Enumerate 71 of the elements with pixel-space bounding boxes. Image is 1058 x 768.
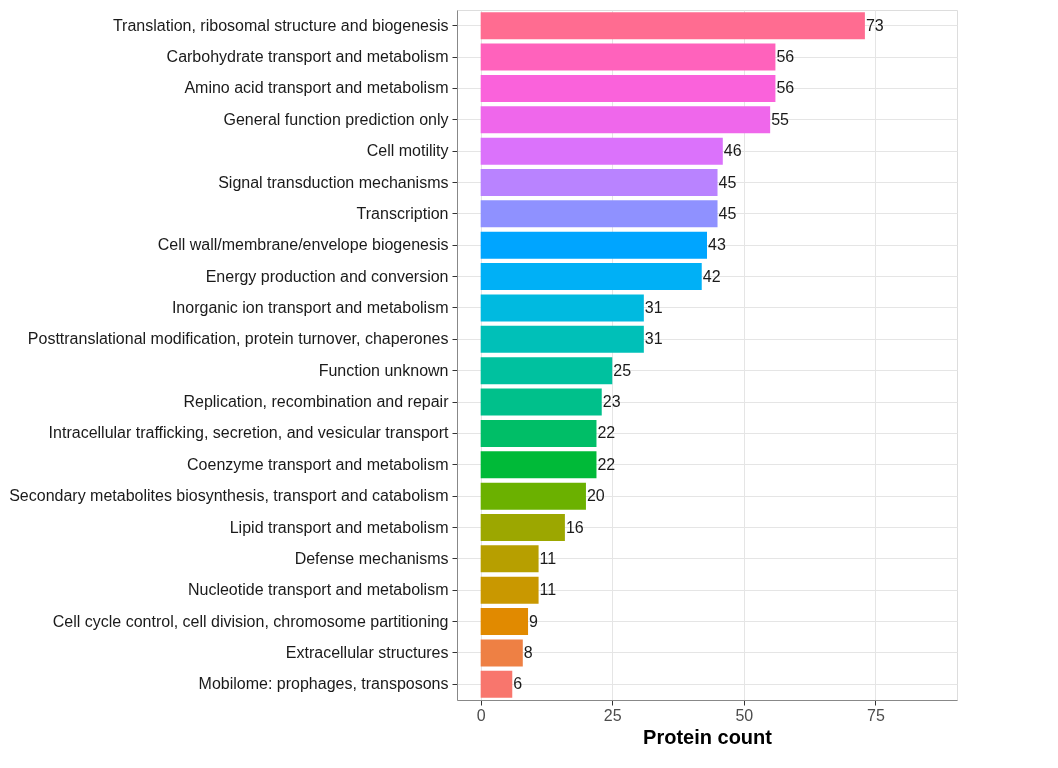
- data-label: 56: [776, 79, 795, 97]
- bar: [480, 482, 586, 510]
- x-tick-label: 75: [867, 706, 885, 724]
- y-tick-label: Defense mechanisms: [294, 549, 449, 567]
- data-label: 31: [644, 330, 663, 348]
- x-tick-label: 0: [476, 706, 486, 724]
- bar: [480, 325, 644, 353]
- bar: [480, 74, 776, 102]
- data-label: 22: [597, 424, 616, 442]
- y-tick-label: Replication, recombination and repair: [183, 393, 450, 411]
- bar: [480, 137, 723, 165]
- data-label: 11: [539, 581, 557, 599]
- data-label: 43: [708, 236, 726, 254]
- data-label: 46: [723, 142, 742, 160]
- data-label: 23: [602, 393, 621, 411]
- data-label: 20: [586, 487, 605, 505]
- data-label: 45: [718, 204, 737, 222]
- bar: [480, 388, 602, 416]
- bar: [480, 639, 523, 667]
- bar: [480, 670, 513, 698]
- y-tick-label: Cell motility: [366, 142, 449, 160]
- data-label: 22: [597, 455, 616, 473]
- y-tick-label: Energy production and conversion: [205, 267, 449, 285]
- data-label: 56: [776, 48, 795, 66]
- bar: [480, 545, 539, 573]
- y-tick-label: Intracellular trafficking, secretion, and vesicular transport: [48, 424, 450, 442]
- y-tick-label: Amino acid transport and metabolism: [184, 79, 449, 97]
- x-tick-label: 25: [603, 706, 622, 724]
- bar: [480, 231, 707, 259]
- y-tick-label: Cell wall/membrane/envelope biogenesis: [157, 236, 449, 254]
- bar: [480, 263, 702, 291]
- bar: [480, 169, 718, 196]
- bar: [480, 451, 597, 479]
- bar: [480, 12, 865, 40]
- data-label: 8: [523, 643, 533, 661]
- bar: [480, 608, 529, 636]
- y-tick-label: Cell cycle control, cell division, chromosome partitioning: [52, 612, 449, 630]
- data-label: 11: [539, 549, 557, 567]
- y-tick-label: Signal transduction mechanisms: [218, 173, 449, 191]
- data-label: 31: [644, 298, 663, 316]
- y-tick-label: Lipid transport and metabolism: [229, 518, 449, 536]
- y-tick-label: Nucleotide transport and metabolism: [187, 581, 449, 599]
- bar: [480, 200, 718, 228]
- bar: [480, 514, 565, 541]
- y-tick-label: Function unknown: [318, 361, 449, 379]
- y-tick-label: Carbohydrate transport and metabolism: [166, 48, 449, 66]
- y-tick-label: Transcription: [356, 204, 449, 222]
- y-tick-label: Secondary metabolites biosynthesis, transport and catabolism: [9, 487, 449, 505]
- bar: [480, 294, 644, 322]
- data-label: 55: [771, 110, 790, 128]
- y-tick-label: General function prediction only: [223, 110, 449, 128]
- bar: [480, 43, 776, 71]
- bar: [480, 576, 539, 604]
- data-label: 25: [613, 361, 632, 379]
- x-axis-title: Protein count: [643, 725, 773, 748]
- y-tick-label: Extracellular structures: [285, 643, 449, 661]
- bar: [480, 419, 597, 447]
- data-label: 6: [513, 675, 523, 693]
- bar: [480, 357, 613, 385]
- y-tick-label: Translation, ribosomal structure and biogenesis: [112, 16, 449, 34]
- y-tick-label: Mobilome: prophages, transposons: [198, 675, 449, 693]
- data-label: 9: [529, 612, 539, 630]
- x-tick-label: 50: [735, 706, 754, 724]
- data-label: 42: [702, 267, 721, 285]
- data-label: 73: [865, 16, 884, 34]
- y-tick-label: Inorganic ion transport and metabolism: [171, 298, 449, 316]
- data-label: 45: [718, 173, 737, 191]
- data-label: 16: [565, 518, 584, 536]
- y-tick-label: Posttranslational modification, protein turnover, chaperones: [27, 330, 449, 348]
- y-tick-label: Coenzyme transport and metabolism: [187, 455, 449, 473]
- bar: [480, 106, 771, 134]
